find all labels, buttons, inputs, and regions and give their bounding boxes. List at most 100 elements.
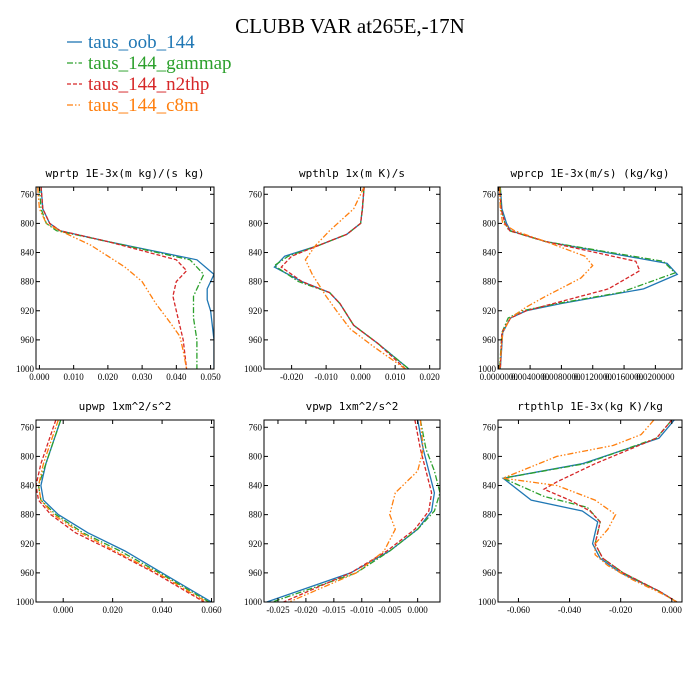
y-tick-label: 840 bbox=[21, 481, 35, 491]
y-tick-label: 800 bbox=[483, 451, 497, 461]
chart-panel: wpthlp 1x(m K)/s 760 800 840 880 920 960 1000 -0… bbox=[244, 167, 441, 382]
y-tick-label: 920 bbox=[249, 539, 263, 549]
legend: taus_oob_144taus_144_gammaptaus_144_n2th… bbox=[67, 32, 232, 116]
chart-panels: wprtp 1E-3x(m kg)/(s kg) 760 800 840 880 920 9… bbox=[16, 167, 683, 615]
y-tick-label: 960 bbox=[21, 568, 35, 578]
series-line-taus_144_gammap bbox=[38, 187, 205, 369]
x-tick-label: -0.005 bbox=[378, 605, 402, 615]
x-tick-label: -0.020 bbox=[609, 605, 633, 615]
x-tick-label: 0.050 bbox=[200, 372, 221, 382]
x-tick-label: 0.040 bbox=[152, 605, 173, 615]
legend-label: taus_144_c8m bbox=[88, 95, 199, 116]
series-line-taus_144_n2thp bbox=[498, 187, 641, 369]
y-tick-label: 840 bbox=[249, 248, 263, 258]
y-tick-label: 1000 bbox=[16, 597, 35, 607]
y-tick-label: 960 bbox=[483, 568, 497, 578]
x-tick-label: 0.010 bbox=[385, 372, 406, 382]
series-line-taus_144_n2thp bbox=[40, 187, 188, 369]
y-tick-label: 880 bbox=[249, 277, 263, 287]
x-tick-label: -0.060 bbox=[507, 605, 531, 615]
y-tick-label: 760 bbox=[483, 189, 497, 199]
x-tick-label: 0.000 bbox=[662, 605, 683, 615]
x-tick-label: -0.040 bbox=[558, 605, 582, 615]
x-tick-label: 0.0120000 bbox=[574, 372, 613, 382]
y-tick-label: 800 bbox=[249, 218, 263, 228]
y-tick-label: 1000 bbox=[244, 364, 263, 374]
x-tick-label: 0.0200000 bbox=[636, 372, 675, 382]
plot-frame bbox=[497, 419, 683, 603]
y-tick-label: 840 bbox=[21, 248, 35, 258]
y-tick-label: 760 bbox=[249, 189, 263, 199]
series-line-taus_oob_144 bbox=[40, 187, 214, 369]
x-tick-label: 0.0000000 bbox=[480, 372, 519, 382]
legend-label: taus_144_n2thp bbox=[88, 74, 209, 95]
figure-title: CLUBB VAR at265E,-17N bbox=[235, 14, 465, 38]
series-line-taus_144_n2thp bbox=[36, 420, 205, 602]
plot-frame bbox=[263, 186, 441, 370]
plot-frame bbox=[263, 419, 441, 603]
y-tick-label: 760 bbox=[21, 189, 35, 199]
x-tick-label: 0.010 bbox=[64, 372, 85, 382]
x-tick-label: 0.020 bbox=[420, 372, 441, 382]
series-line-taus_144_gammap bbox=[37, 420, 210, 602]
series-line-taus_144_n2thp bbox=[542, 420, 678, 602]
x-tick-label: 0.040 bbox=[166, 372, 187, 382]
y-tick-label: 960 bbox=[21, 335, 35, 345]
x-tick-label: -0.025 bbox=[266, 605, 290, 615]
panel-title: rtpthlp 1E-3x(kg K)/kg bbox=[517, 400, 663, 413]
series-line-taus_144_c8m bbox=[500, 420, 678, 602]
chart-panel: vpwp 1xm^2/s^27608008408809209601000-0.0… bbox=[244, 400, 441, 615]
x-tick-label: -0.015 bbox=[322, 605, 346, 615]
legend-label: taus_144_gammap bbox=[88, 53, 232, 74]
series-line-taus_144_c8m bbox=[37, 420, 207, 602]
series-line-taus_144_gammap bbox=[498, 187, 677, 369]
y-tick-label: 800 bbox=[21, 451, 35, 461]
plot-frame bbox=[35, 419, 215, 603]
y-tick-label: 920 bbox=[21, 306, 35, 316]
y-tick-label: 960 bbox=[249, 335, 263, 345]
y-tick-label: 880 bbox=[483, 510, 497, 520]
y-tick-label: 840 bbox=[249, 481, 263, 491]
x-tick-label: 0.0040000 bbox=[511, 372, 550, 382]
y-tick-label: 760 bbox=[483, 422, 497, 432]
series-line-taus_oob_144 bbox=[499, 187, 679, 369]
y-tick-label: 960 bbox=[249, 568, 263, 578]
x-tick-label: 0.0080000 bbox=[542, 372, 581, 382]
chart-panel: wprcp 1E-3x(m/s) (kg/kg) 760 800 840 880 920 9… bbox=[478, 167, 683, 382]
y-tick-label: 840 bbox=[483, 248, 497, 258]
y-tick-label: 1000 bbox=[16, 364, 35, 374]
x-tick-label: 0.000 bbox=[351, 372, 372, 382]
series-line-taus_144_c8m bbox=[498, 187, 594, 369]
y-tick-label: 880 bbox=[21, 510, 35, 520]
x-tick-label: 0.030 bbox=[132, 372, 153, 382]
y-tick-label: 800 bbox=[249, 451, 263, 461]
series-line-taus_144_n2thp bbox=[280, 187, 406, 369]
y-tick-label: 1000 bbox=[478, 597, 497, 607]
series-line-taus_144_n2thp bbox=[283, 420, 433, 602]
series-line-taus_oob_144 bbox=[40, 420, 212, 602]
series-line-taus_oob_144 bbox=[273, 187, 410, 369]
series-line-taus_144_c8m bbox=[288, 420, 424, 602]
y-tick-label: 960 bbox=[483, 335, 497, 345]
x-tick-label: -0.020 bbox=[280, 372, 304, 382]
series-line-taus_144_c8m bbox=[37, 187, 188, 369]
x-tick-label: -0.010 bbox=[350, 605, 374, 615]
y-tick-label: 880 bbox=[249, 510, 263, 520]
panel-title: wprcp 1E-3x(m/s) (kg/kg) bbox=[511, 167, 670, 180]
x-tick-label: 0.000 bbox=[53, 605, 74, 615]
y-tick-label: 760 bbox=[21, 422, 35, 432]
panel-title: upwp 1xm^2/s^2 bbox=[79, 400, 172, 413]
series-line-taus_144_gammap bbox=[272, 420, 440, 602]
chart-panel: wprtp 1E-3x(m kg)/(s kg) 760 800 840 880 920 9… bbox=[16, 167, 221, 382]
y-tick-label: 920 bbox=[483, 539, 497, 549]
panel-title: vpwp 1xm^2/s^2 bbox=[306, 400, 399, 413]
x-tick-label: 0.020 bbox=[98, 372, 119, 382]
series-line-taus_144_c8m bbox=[304, 187, 406, 369]
y-tick-label: 880 bbox=[483, 277, 497, 287]
y-tick-label: 920 bbox=[483, 306, 497, 316]
y-tick-label: 920 bbox=[249, 306, 263, 316]
x-tick-label: 0.020 bbox=[103, 605, 124, 615]
x-tick-label: -0.010 bbox=[314, 372, 338, 382]
x-tick-label: -0.020 bbox=[294, 605, 318, 615]
